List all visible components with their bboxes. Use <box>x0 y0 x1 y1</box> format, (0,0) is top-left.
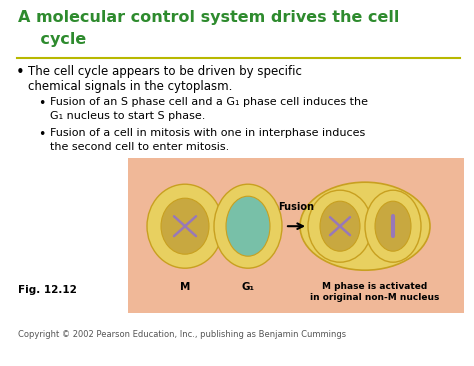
Text: chemical signals in the cytoplasm.: chemical signals in the cytoplasm. <box>28 80 232 93</box>
Text: Fusion of a cell in mitosis with one in interphase induces: Fusion of a cell in mitosis with one in … <box>50 128 365 138</box>
Ellipse shape <box>308 190 372 262</box>
Ellipse shape <box>161 198 209 254</box>
Text: M phase is activated
in original non-M nucleus: M phase is activated in original non-M n… <box>310 282 440 302</box>
Text: A molecular control system drives the cell: A molecular control system drives the ce… <box>18 10 400 25</box>
Text: G₁: G₁ <box>241 282 255 292</box>
Ellipse shape <box>300 182 430 270</box>
Text: The cell cycle appears to be driven by specific: The cell cycle appears to be driven by s… <box>28 65 302 78</box>
Bar <box>128 158 464 313</box>
Text: Fusion: Fusion <box>278 202 314 212</box>
Text: Copyright © 2002 Pearson Education, Inc., publishing as Benjamin Cummings: Copyright © 2002 Pearson Education, Inc.… <box>18 330 346 339</box>
Text: Fusion of an S phase cell and a G₁ phase cell induces the: Fusion of an S phase cell and a G₁ phase… <box>50 97 368 107</box>
Ellipse shape <box>226 196 270 256</box>
Text: •: • <box>38 97 46 110</box>
Text: the second cell to enter mitosis.: the second cell to enter mitosis. <box>50 142 229 152</box>
Text: •: • <box>16 65 25 80</box>
Text: G₁ nucleus to start S phase.: G₁ nucleus to start S phase. <box>50 111 205 121</box>
Ellipse shape <box>147 184 223 268</box>
Text: Fig. 12.12: Fig. 12.12 <box>18 285 77 295</box>
Text: cycle: cycle <box>18 32 86 47</box>
Text: •: • <box>38 128 46 141</box>
Ellipse shape <box>320 201 360 251</box>
Ellipse shape <box>214 184 282 268</box>
Ellipse shape <box>365 190 421 262</box>
Text: M: M <box>180 282 190 292</box>
Ellipse shape <box>375 201 411 251</box>
